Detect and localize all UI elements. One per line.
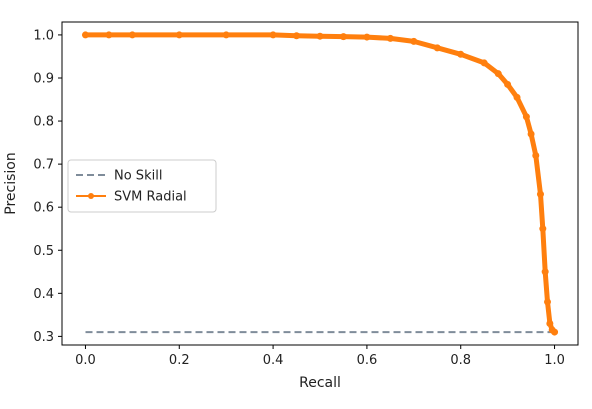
data-point-svm-radial xyxy=(363,33,371,41)
data-point-svm-radial xyxy=(222,31,230,39)
data-point-svm-radial xyxy=(522,113,530,121)
y-axis-label: Precision xyxy=(3,152,19,214)
data-point-svm-radial xyxy=(128,31,136,39)
x-tick-label: 1.0 xyxy=(544,353,565,368)
data-point-svm-radial xyxy=(551,328,559,336)
data-point-svm-radial xyxy=(105,31,113,39)
y-tick-label: 0.9 xyxy=(33,71,54,86)
y-tick-label: 1.0 xyxy=(33,28,54,43)
data-point-svm-radial xyxy=(339,33,347,41)
series-line-svm-radial xyxy=(83,32,557,335)
data-point-svm-radial xyxy=(532,152,540,160)
data-point-svm-radial xyxy=(544,298,552,306)
legend-label-no-skill: No Skill xyxy=(114,169,162,184)
x-tick-label: 0.4 xyxy=(263,353,284,368)
data-point-svm-radial xyxy=(513,93,521,101)
data-point-svm-radial xyxy=(316,32,324,40)
data-point-svm-radial xyxy=(457,50,465,58)
x-axis-label: Recall xyxy=(299,375,341,391)
data-point-svm-radial xyxy=(541,268,549,276)
x-axis-ticks: 0.0 0.2 0.4 0.6 0.8 1.0 xyxy=(75,345,565,368)
y-tick-label: 0.7 xyxy=(33,158,54,173)
data-point-svm-radial xyxy=(81,31,89,39)
data-point-svm-radial xyxy=(175,31,183,39)
data-point-svm-radial xyxy=(494,70,502,78)
x-tick-label: 0.2 xyxy=(169,353,190,368)
x-tick-label: 0.8 xyxy=(450,353,471,368)
legend-box xyxy=(67,159,217,213)
y-tick-label: 0.8 xyxy=(33,115,54,130)
y-tick-label: 0.3 xyxy=(33,330,54,345)
y-tick-label: 0.5 xyxy=(33,244,54,259)
data-point-svm-radial xyxy=(527,130,535,138)
series-layer xyxy=(81,31,559,336)
y-axis-ticks: 0.3 0.4 0.5 0.6 0.7 0.8 0.9 1.0 xyxy=(33,28,62,345)
data-point-svm-radial xyxy=(546,319,554,327)
y-tick-label: 0.6 xyxy=(33,201,54,216)
x-tick-label: 0.6 xyxy=(357,353,378,368)
data-point-svm-radial xyxy=(386,34,394,42)
data-point-svm-radial xyxy=(539,225,547,233)
y-tick-label: 0.4 xyxy=(33,287,54,302)
data-point-svm-radial xyxy=(504,80,512,88)
legend: No Skill SVM Radial xyxy=(67,159,217,213)
data-point-svm-radial xyxy=(293,32,301,40)
data-point-svm-radial xyxy=(433,44,441,52)
data-point-svm-radial xyxy=(410,37,418,45)
data-point-svm-radial xyxy=(480,59,488,67)
legend-marker-svm-radial xyxy=(88,193,94,199)
x-tick-label: 0.0 xyxy=(75,353,96,368)
data-point-svm-radial xyxy=(536,190,544,198)
legend-label-svm-radial: SVM Radial xyxy=(114,190,187,205)
data-point-svm-radial xyxy=(269,31,277,39)
